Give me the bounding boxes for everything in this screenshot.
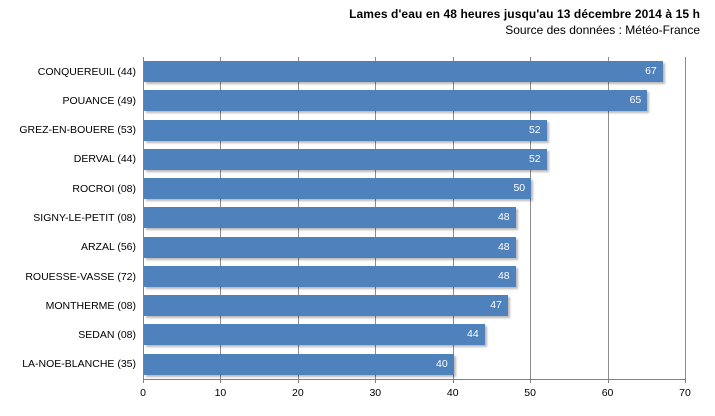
chart-source-note: Source des données : Météo-France (505, 23, 700, 37)
bar: 48 (144, 265, 516, 287)
x-axis-tick-label: 0 (140, 387, 146, 399)
y-axis-label: LA-NOE-BLANCHE (35) (22, 358, 136, 371)
bar-row: 47 (144, 291, 685, 320)
x-axis-tick-label: 20 (292, 387, 304, 399)
bar: 47 (144, 295, 508, 317)
x-axis-tick-label: 70 (679, 387, 691, 399)
x-axis-tick (452, 379, 454, 383)
bar-row: 52 (144, 116, 685, 145)
x-axis-tick-label: 50 (524, 387, 536, 399)
bar: 44 (144, 324, 485, 346)
bar: 48 (144, 207, 516, 229)
plot-area: 0 10 20 30 40 50 60 70 67 65 52 52 50 48 48 48 47 44 40 (140, 57, 691, 399)
bar: 48 (144, 236, 516, 258)
y-axis-label: ARZAL (56) (80, 241, 136, 254)
bar-value-label: 50 (513, 182, 526, 195)
bar: 65 (144, 90, 648, 112)
gridline (685, 57, 686, 379)
bar-row: 52 (144, 145, 685, 174)
y-axis-label: SEDAN (08) (78, 329, 136, 342)
y-axis-label: DERVAL (44) (73, 153, 136, 166)
bar-value-label: 67 (645, 65, 657, 77)
bar-value-label: 52 (528, 152, 541, 165)
x-axis-tick (607, 379, 609, 383)
y-axis-label: CONQUEREUIL (44) (37, 65, 136, 78)
bar-row: 44 (144, 320, 685, 349)
y-axis-label: ROUESSE-VASSE (72) (25, 270, 136, 283)
x-axis-tick-label: 10 (214, 387, 227, 399)
y-axis-label: GREZ-EN-BOUERE (53) (19, 124, 136, 137)
y-axis-category-labels: CONQUEREUIL (44) POUANCE (49) GREZ-EN-BOUE… (0, 57, 136, 379)
gridline (607, 57, 609, 379)
x-axis-tick (685, 379, 686, 383)
bar-value-label: 47 (490, 299, 502, 312)
y-axis-label: SIGNY-LE-PETIT (08) (33, 211, 136, 224)
bar: 67 (144, 61, 663, 82)
x-axis-tick-label: 30 (369, 387, 382, 399)
bar-row: 40 (144, 350, 685, 379)
chart-title: Lames d'eau en 48 heures jusqu'au 13 déc… (349, 7, 700, 21)
y-axis-label: ROCROI (08) (72, 182, 136, 195)
y-axis-line (143, 57, 144, 379)
bar: 52 (144, 119, 547, 141)
x-axis-tick (375, 379, 377, 383)
x-axis-tick-label: 60 (601, 387, 614, 399)
bar-value-label: 65 (629, 94, 642, 107)
chart-title-block: Lames d'eau en 48 heures jusqu'au 13 déc… (349, 6, 700, 38)
y-axis-label: MONTHERME (08) (45, 299, 136, 312)
x-axis-tick-label: 40 (446, 387, 459, 399)
bar-value-label: 44 (466, 328, 479, 341)
x-axis-tick (143, 379, 144, 383)
gridline (530, 57, 532, 379)
bar-row: 65 (144, 86, 685, 115)
bar: 50 (144, 178, 532, 200)
bar: 40 (144, 353, 454, 375)
bar-value-label: 48 (497, 240, 510, 253)
bar-value-label: 48 (497, 269, 510, 282)
bar-row: 67 (144, 57, 685, 86)
x-axis-tick (297, 379, 299, 383)
bar-value-label: 48 (497, 211, 510, 224)
x-axis-line (143, 379, 685, 380)
bar: 52 (144, 148, 547, 170)
bar-row: 48 (144, 262, 685, 291)
x-axis-tick (530, 379, 532, 383)
bar-value-label: 52 (528, 123, 541, 136)
bar-value-label: 40 (436, 357, 448, 370)
y-axis-label: POUANCE (49) (62, 94, 136, 107)
bar-row: 48 (144, 203, 685, 232)
x-axis-tick (220, 379, 222, 383)
bar-row: 50 (144, 174, 685, 203)
bar-row: 48 (144, 233, 685, 262)
